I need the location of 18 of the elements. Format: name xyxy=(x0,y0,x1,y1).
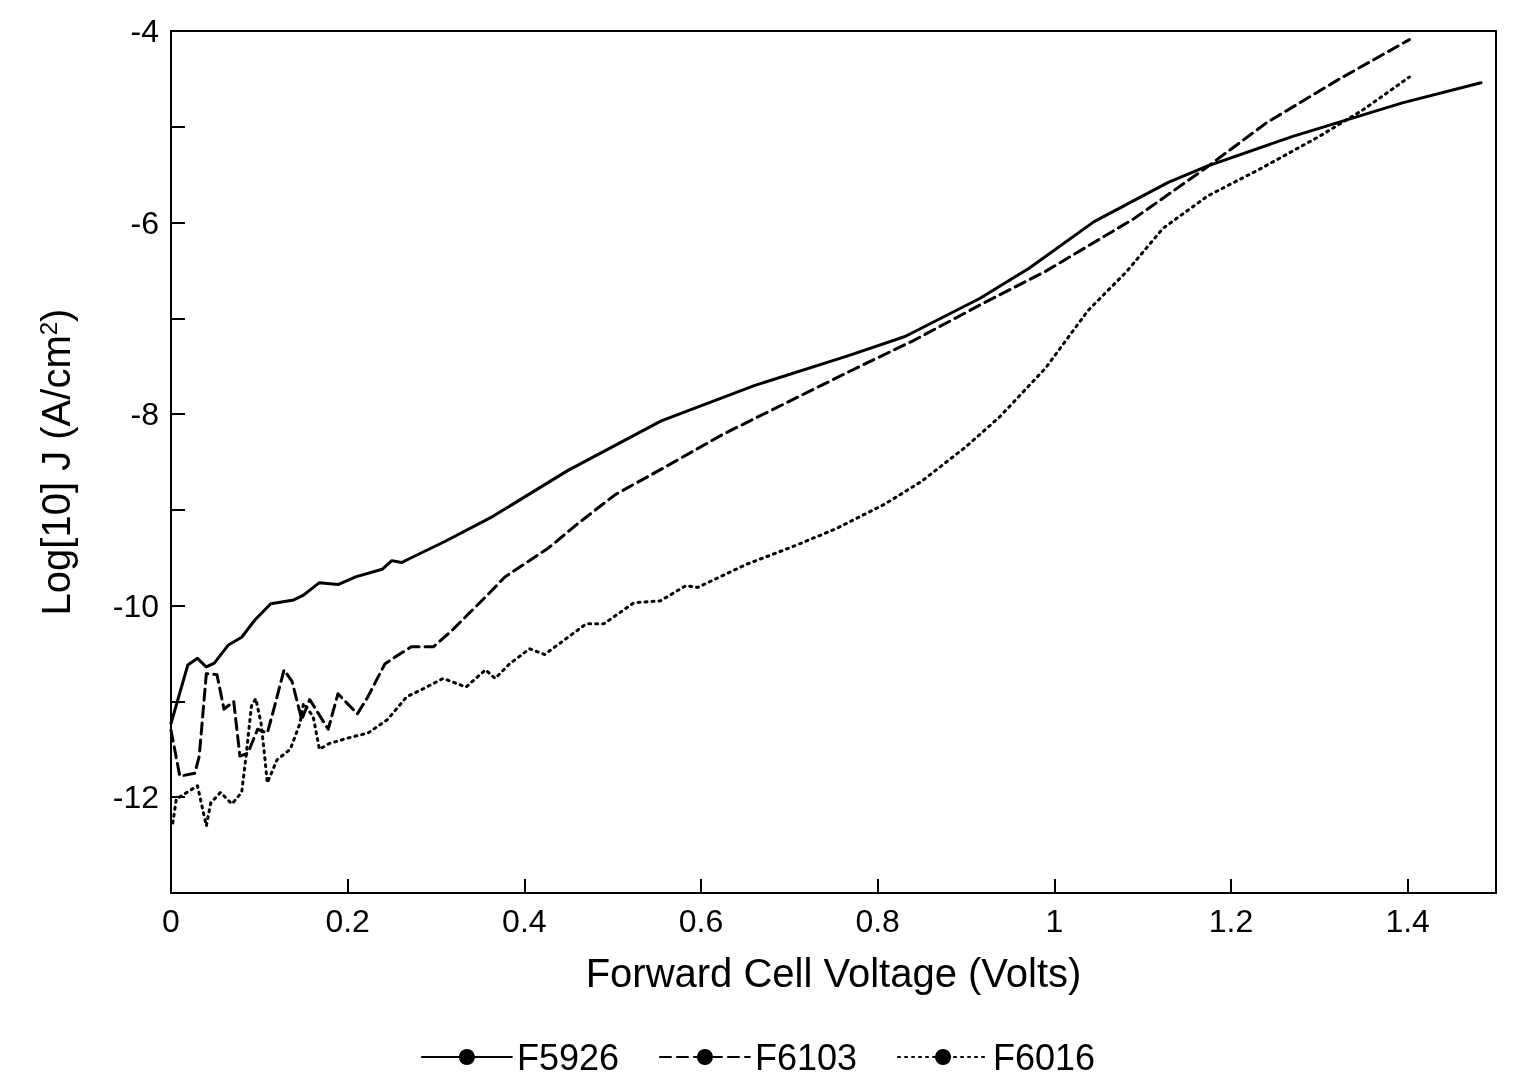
legend-label: F5926 xyxy=(516,1036,619,1078)
x-tick-label: 1 xyxy=(1045,903,1064,939)
y-tick-label: -10 xyxy=(112,587,159,624)
x-tick-label: 1.4 xyxy=(1385,903,1430,939)
x-tick-label: 1.2 xyxy=(1208,903,1254,939)
x-tick-label: 0.4 xyxy=(502,903,547,939)
legend-label: F6016 xyxy=(993,1036,1096,1078)
y-tick-label: -4 xyxy=(130,13,159,49)
x-tick-label: 0.6 xyxy=(678,903,724,939)
x-tick-label: 0.8 xyxy=(855,903,900,939)
x-tick-label: 0 xyxy=(162,903,180,939)
x-tick-label: 0.2 xyxy=(325,903,370,939)
y-tick-label: -12 xyxy=(112,779,159,816)
y-tick-label: -8 xyxy=(130,396,159,433)
y-tick-label: -6 xyxy=(130,204,159,241)
x-axis-title: Forward Cell Voltage (Volts) xyxy=(585,951,1082,995)
legend-label: F6103 xyxy=(754,1036,858,1078)
y-axis-title: Log[10] J (A/cm2) xyxy=(34,308,78,616)
